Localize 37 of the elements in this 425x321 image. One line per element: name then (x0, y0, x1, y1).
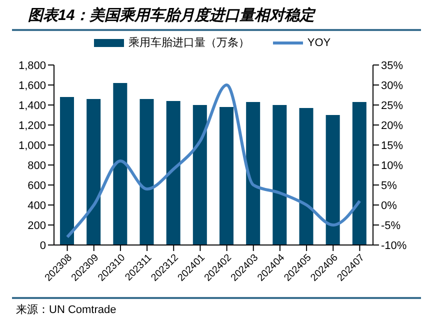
y2-tick-label: 15% (381, 140, 404, 152)
bar (192, 105, 207, 245)
bar (60, 97, 74, 245)
y2-tick-label: 35% (381, 60, 404, 72)
y-tick-label: 1,200 (18, 120, 46, 132)
legend-label: YOY (307, 36, 331, 48)
y-tick-label: 800 (28, 160, 46, 172)
y2-tick-label: 0% (381, 200, 398, 212)
bar (326, 115, 340, 245)
y-tick-label: 400 (28, 200, 46, 212)
y2-tick-label: -5% (381, 220, 401, 232)
y2-tick-label: -10% (381, 240, 407, 252)
y2-tick-label: 20% (381, 120, 404, 132)
y2-tick-label: 10% (381, 160, 404, 172)
bar (220, 107, 234, 245)
y-tick-label: 1,800 (18, 60, 46, 72)
bar (352, 102, 366, 245)
y-tick-label: 0 (40, 240, 46, 252)
y-tick-label: 600 (28, 180, 46, 192)
y-tick-label: 1,000 (18, 140, 46, 152)
bar (272, 105, 287, 245)
bar (140, 99, 154, 245)
bar (246, 102, 260, 245)
bar (113, 83, 128, 245)
bar (299, 108, 314, 245)
y-tick-label: 1,600 (18, 80, 46, 92)
bar (86, 99, 101, 245)
line-series (66, 84, 362, 238)
y2-tick-label: 30% (381, 80, 404, 92)
chart-title: 图表14：美国乘用车胎月度进口量相对稳定 (12, 0, 421, 31)
legend-label: 乘用车胎进口量（万条） (128, 36, 250, 50)
bar (166, 101, 180, 245)
source-note: 来源：UN Comtrade (16, 303, 118, 317)
y2-tick-label: 5% (381, 180, 398, 192)
y-tick-label: 200 (28, 220, 46, 232)
y2-tick-label: 25% (381, 100, 404, 112)
y-tick-label: 1,400 (18, 100, 46, 112)
